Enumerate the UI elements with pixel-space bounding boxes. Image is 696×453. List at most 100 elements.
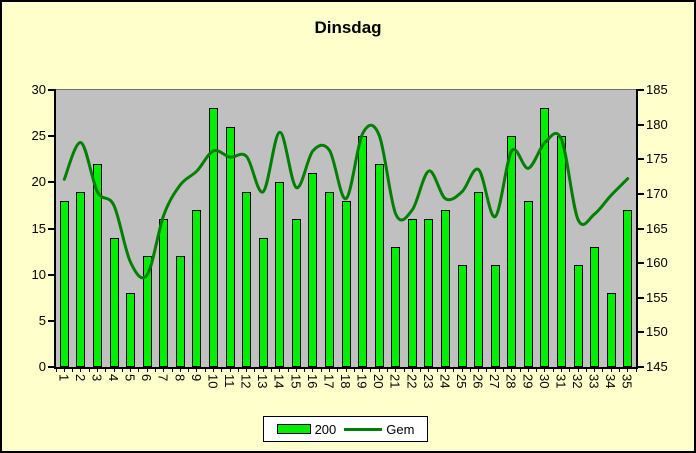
x-axis-tick xyxy=(353,367,355,372)
x-axis-tick xyxy=(188,367,190,372)
right-axis-label: 180 xyxy=(646,116,668,132)
x-axis-tick xyxy=(345,367,347,372)
x-axis-tick xyxy=(569,367,571,372)
bar-10 xyxy=(208,108,218,367)
x-axis-label-11: 11 xyxy=(222,374,237,388)
x-axis-label-16: 16 xyxy=(304,374,320,389)
legend-item-200: 200 xyxy=(276,422,336,437)
right-axis-label: 160 xyxy=(646,255,668,271)
x-axis-label-35: 35 xyxy=(619,374,635,389)
x-axis-tick xyxy=(370,367,372,372)
left-axis-tick xyxy=(48,273,56,276)
bar-22 xyxy=(407,219,417,367)
right-axis-tick xyxy=(636,296,644,299)
x-axis-label-34: 34 xyxy=(603,374,619,389)
x-axis-tick xyxy=(221,367,223,372)
x-axis-tick xyxy=(304,367,306,372)
bar-13 xyxy=(258,237,268,367)
bar-15 xyxy=(291,219,301,367)
x-axis-tick xyxy=(436,367,438,372)
x-axis-tick xyxy=(502,367,504,372)
left-axis-label: 15 xyxy=(31,220,46,236)
x-axis-label-26: 26 xyxy=(470,374,486,389)
x-axis-tick xyxy=(602,367,604,372)
bar-34 xyxy=(606,293,616,367)
x-axis-tick xyxy=(179,367,181,372)
right-axis-tick xyxy=(636,227,644,230)
bar-12 xyxy=(242,191,252,367)
right-axis-label: 175 xyxy=(646,151,668,167)
x-axis-tick xyxy=(295,367,297,372)
right-axis-label: 145 xyxy=(646,359,668,374)
right-axis-tick xyxy=(636,192,644,195)
x-axis-tick xyxy=(386,367,388,372)
x-axis-label-15: 15 xyxy=(288,374,304,389)
bar-8 xyxy=(175,256,185,367)
bar-1 xyxy=(59,200,69,367)
x-axis-tick xyxy=(171,367,173,372)
right-axis-label: 185 xyxy=(646,82,668,97)
x-axis-label-22: 22 xyxy=(404,374,420,389)
x-axis-label-33: 33 xyxy=(586,374,602,389)
left-axis-tick xyxy=(48,366,56,368)
x-axis-label-8: 8 xyxy=(172,374,188,382)
left-axis-label: 30 xyxy=(31,82,46,97)
x-axis-tick xyxy=(552,367,554,372)
x-axis-tick xyxy=(544,367,546,372)
bar-32 xyxy=(573,265,583,367)
bar-35 xyxy=(623,210,633,367)
left-axis-tick xyxy=(48,89,56,91)
x-axis-tick xyxy=(494,367,496,372)
x-axis-tick xyxy=(146,367,148,372)
right-axis-tick xyxy=(636,262,644,265)
x-axis-tick xyxy=(80,367,82,372)
left-axis-label: 0 xyxy=(38,359,46,374)
legend-item-gem: Gem xyxy=(344,422,414,437)
x-axis-tick xyxy=(204,367,206,372)
x-axis-tick xyxy=(478,367,480,372)
x-axis-tick xyxy=(577,367,579,372)
x-axis-tick xyxy=(121,367,123,372)
bar-25 xyxy=(457,265,467,367)
x-axis-label-23: 23 xyxy=(420,374,436,389)
x-axis-label-24: 24 xyxy=(437,374,453,389)
x-axis-tick xyxy=(420,367,422,372)
x-axis-tick xyxy=(511,367,513,372)
x-axis-tick xyxy=(519,367,521,372)
bar-11 xyxy=(225,126,235,367)
x-axis-tick xyxy=(246,367,248,372)
x-axis-label-27: 27 xyxy=(487,374,503,389)
left-axis-label: 10 xyxy=(31,266,46,282)
bar-28 xyxy=(507,136,517,367)
x-axis-tick xyxy=(428,367,430,372)
x-axis-tick xyxy=(362,367,364,372)
bar-18 xyxy=(341,200,351,367)
bar-20 xyxy=(374,163,384,367)
x-axis-label-10: 10 xyxy=(205,374,221,389)
left-axis-label: 25 xyxy=(31,128,46,144)
x-axis-label-20: 20 xyxy=(371,374,387,389)
x-axis-label-4: 4 xyxy=(106,374,121,382)
bar-16 xyxy=(308,173,318,367)
x-axis-tick xyxy=(395,367,397,372)
left-axis-label: 20 xyxy=(31,174,46,190)
x-axis-tick xyxy=(585,367,587,372)
right-axis-label: 150 xyxy=(646,324,668,340)
x-axis-label-1: 1 xyxy=(56,374,72,382)
x-axis-tick xyxy=(403,367,405,372)
left-axis-tick xyxy=(48,181,56,184)
x-axis-tick xyxy=(461,367,463,372)
bar-9 xyxy=(192,210,202,367)
x-axis-tick xyxy=(453,367,455,372)
x-axis-label-7: 7 xyxy=(155,374,171,382)
bar-30 xyxy=(540,108,550,367)
x-axis-tick xyxy=(536,367,538,372)
bar-19 xyxy=(358,136,368,367)
x-axis-tick xyxy=(312,367,314,372)
x-axis-tick xyxy=(212,367,214,372)
x-axis-label-9: 9 xyxy=(188,374,204,382)
x-axis-tick xyxy=(270,367,272,372)
x-axis-tick xyxy=(444,367,446,372)
bar-23 xyxy=(424,219,434,367)
